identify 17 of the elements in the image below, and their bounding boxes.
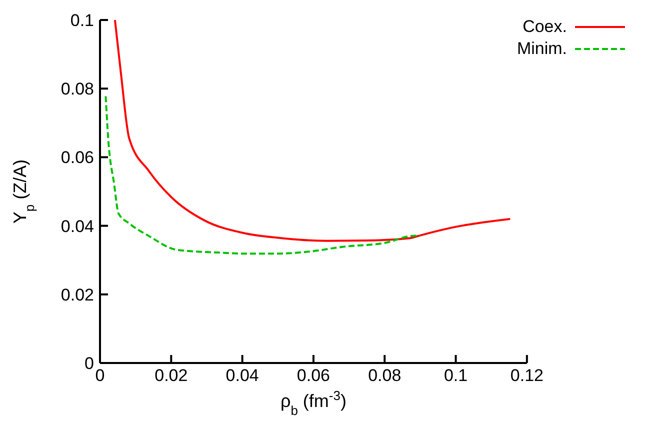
line-series xyxy=(104,95,422,255)
legend-label: Minim. xyxy=(516,39,567,59)
y-tick-label: 0.02 xyxy=(60,285,94,304)
legend-label: Coex. xyxy=(522,17,567,37)
y-tick-label: 0.08 xyxy=(60,80,94,99)
y-tick-label: 0.06 xyxy=(60,148,94,168)
x-tick-label: 0.06 xyxy=(296,366,330,386)
y-tick-label: 0.1 xyxy=(70,11,94,30)
x-tick-label: 0.12 xyxy=(510,366,544,386)
x-tick-label: 0.08 xyxy=(368,366,402,386)
x-tick-label: 0.1 xyxy=(444,366,468,386)
y-tick-label: 0 xyxy=(84,354,94,374)
y-tick-label: 0.04 xyxy=(60,216,94,236)
x-tick-label: 0.04 xyxy=(226,366,259,386)
x-axis-title: ρ$_{b}$ (fm$^{-3}$) xyxy=(280,388,346,418)
x-tick-label: 0.02 xyxy=(154,366,188,386)
line-series xyxy=(114,20,512,242)
